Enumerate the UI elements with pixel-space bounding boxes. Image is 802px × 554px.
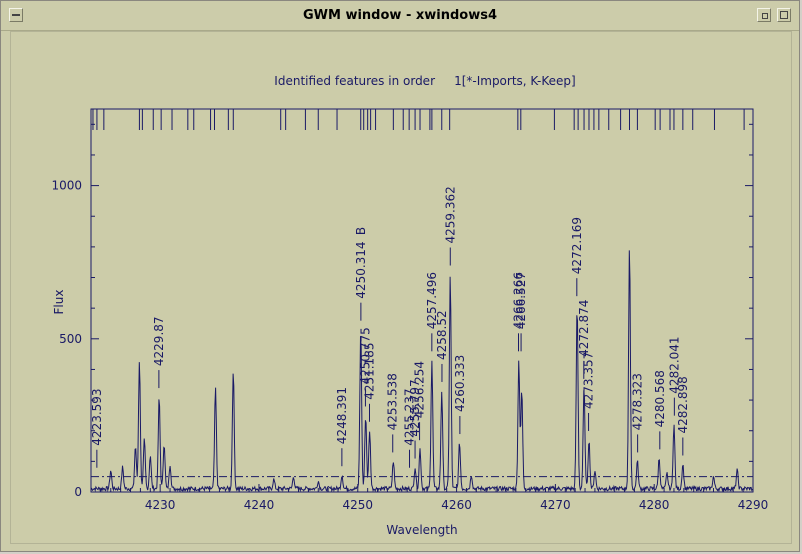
x-tick-label: 4280: [639, 498, 670, 512]
line-label: 4259.362: [443, 186, 457, 243]
line-flag: B: [354, 227, 368, 235]
x-tick-label: 4270: [540, 498, 571, 512]
y-axis-label: Flux: [52, 290, 66, 315]
line-label: 4272.169: [570, 217, 584, 274]
line-label: 4229.87: [152, 316, 166, 366]
line-label: 4248.391: [335, 387, 349, 444]
spectrum-layer: [90, 250, 753, 493]
y-tick-label: 500: [59, 332, 82, 346]
plot-frame: [90, 108, 754, 493]
spectrum-trace: [90, 250, 753, 493]
x-tick-label: 4260: [441, 498, 472, 512]
minimize-icon[interactable]: [757, 8, 771, 22]
line-label: 4266.527: [514, 272, 528, 329]
x-tick-label: 4240: [244, 498, 275, 512]
line-label: 4272.874: [577, 300, 591, 357]
axis-ticks-layer: 4230 4240 4250 4260 4270 4280 4290 0 500 1000: [51, 123, 769, 512]
x-axis-label: Wavelength: [386, 523, 457, 537]
title-bar[interactable]: GWM window - xwindows4: [1, 1, 799, 31]
maximize-icon[interactable]: [777, 8, 791, 22]
line-label: 4223.593: [90, 388, 104, 445]
x-tick-label: 4290: [738, 498, 769, 512]
line-label: 4256.254: [413, 361, 427, 418]
line-label: 4282.041: [667, 336, 681, 393]
spectrum-chart: Identified features in order 1[*-Imports…: [51, 74, 769, 537]
line-label: 4253.538: [386, 373, 400, 430]
line-label: 4266.266: [512, 272, 526, 329]
line-label: 4273.357: [582, 352, 596, 409]
line-label: 4250.775: [358, 327, 372, 384]
line-label: 4250.314: [354, 241, 368, 298]
chart-title: Identified features in order 1[*-Imports…: [274, 74, 575, 88]
line-label: 4280.568: [653, 370, 667, 427]
plot-canvas-area[interactable]: Identified features in order 1[*-Imports…: [10, 31, 792, 544]
line-label: 4258.52: [435, 310, 449, 360]
line-label: 4282.898: [676, 376, 690, 433]
line-label: 4255.237: [403, 388, 417, 445]
line-label: 4255.797: [408, 379, 422, 436]
catalogue-lines-layer: [92, 109, 745, 130]
y-tick-label: 1000: [51, 179, 82, 193]
line-label: 4257.496: [425, 272, 439, 329]
line-label: 4260.333: [453, 355, 467, 412]
line-label: 4251.185: [363, 343, 377, 400]
x-tick-label: 4230: [145, 498, 176, 512]
window-menu-icon[interactable]: [9, 8, 23, 22]
y-tick-label: 0: [74, 485, 82, 499]
window-title: GWM window - xwindows4: [302, 8, 498, 23]
line-label: 4278.323: [631, 373, 645, 430]
line-labels-layer: 4223.593 4229.87 4248.391 4250.314 B 4250.775…: [90, 186, 690, 468]
x-tick-label: 4250: [343, 498, 374, 512]
